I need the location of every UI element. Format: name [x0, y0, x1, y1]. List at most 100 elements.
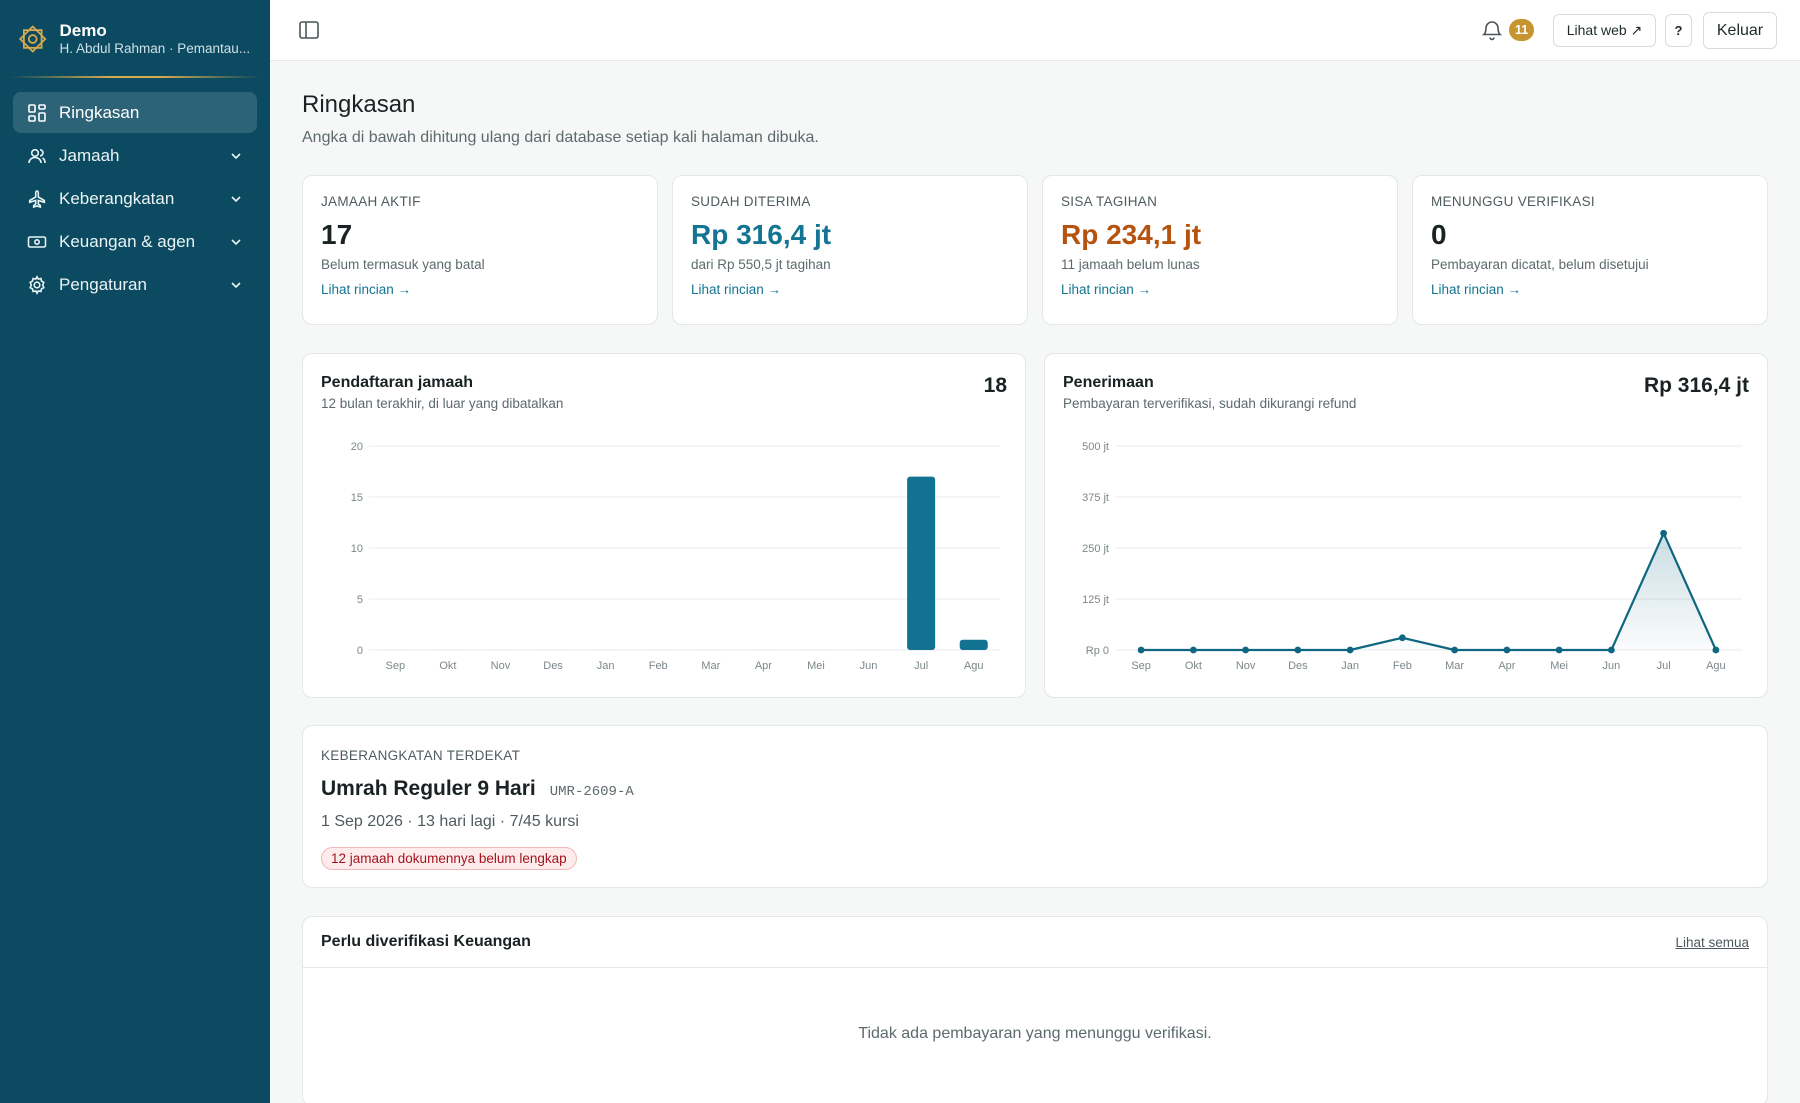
sidebar-item-keberangkatan[interactable]: Keberangkatan	[13, 178, 257, 219]
help-button[interactable]: ?	[1665, 14, 1692, 47]
x-tick-label: Agu	[1706, 660, 1726, 672]
data-point	[1660, 529, 1668, 537]
notification-badge[interactable]: 11	[1509, 19, 1535, 41]
x-tick-label: Jul	[1657, 660, 1671, 672]
view-web-button[interactable]: Lihat web ↗	[1553, 14, 1656, 47]
stat-value: Rp 234,1 jt	[1061, 219, 1202, 250]
users-icon	[28, 148, 46, 163]
chart-subtitle: 12 bulan terakhir, di luar yang dibatalk…	[321, 396, 564, 411]
brand[interactable]: Demo H. Abdul Rahman · Pemantau...	[0, 0, 270, 78]
sidebar-nav: Ringkasan Jamaah Keberangkatan Keuangan …	[0, 78, 270, 321]
x-tick-label: Jul	[914, 660, 928, 672]
y-tick-label: 15	[351, 492, 363, 504]
stat-detail-link[interactable]: Lihat rincian →	[1061, 282, 1152, 297]
sidebar: Demo H. Abdul Rahman · Pemantau... Ringk…	[0, 0, 270, 1103]
sidebar-toggle-icon[interactable]	[298, 19, 320, 41]
bar	[907, 476, 936, 650]
x-tick-label: Des	[1288, 660, 1308, 672]
sidebar-item-label: Jamaah	[59, 145, 120, 165]
series-line	[1141, 532, 1717, 652]
chart-total: Rp 316,4 jt	[1643, 374, 1749, 397]
stat-note: 11 jamaah belum lunas	[1061, 257, 1200, 272]
stat-card-menunggu-verifikasi: MENUNGGU VERIFIKASI 0 Pembayaran dicatat…	[1412, 175, 1768, 325]
x-tick-label: Mar	[701, 660, 720, 672]
x-tick-label: Okt	[1185, 660, 1202, 672]
sidebar-item-label: Ringkasan	[59, 102, 140, 122]
x-tick-label: Nov	[1236, 660, 1256, 672]
stat-card-sudah-diterima: SUDAH DITERIMA Rp 316,4 jt dari Rp 550,5…	[672, 175, 1028, 325]
data-point	[1451, 646, 1459, 654]
page-description: Angka di bawah dihitung ulang dari datab…	[302, 129, 819, 146]
x-tick-label: Mar	[1445, 660, 1464, 672]
data-point	[1189, 646, 1197, 654]
y-tick-label: 125 jt	[1082, 594, 1109, 606]
chart-subtitle: Pembayaran terverifikasi, sudah dikurang…	[1063, 396, 1357, 411]
logout-button[interactable]: Keluar	[1703, 12, 1777, 49]
stat-value: 17	[321, 219, 353, 250]
chart-title: Pendaftaran jamaah	[321, 374, 474, 391]
sidebar-item-pengaturan[interactable]: Pengaturan	[13, 264, 257, 305]
stat-detail-link[interactable]: Lihat rincian →	[1431, 282, 1522, 297]
x-tick-label: Apr	[1498, 660, 1515, 672]
page-title: Ringkasan	[302, 91, 416, 118]
stat-value: 0	[1431, 219, 1447, 250]
y-tick-label: 375 jt	[1082, 492, 1109, 504]
departure-title[interactable]: Umrah Reguler 9 Hari	[321, 777, 536, 800]
chart-card-pendaftaran: 0 5 10 15 20 Sep Okt Nov Des Jan Feb Mar Apr Mei Jun Ju…	[302, 353, 1026, 698]
stat-label: JAMAAH AKTIF	[321, 194, 421, 209]
chevron-down-icon	[231, 152, 241, 159]
x-tick-label: Sep	[386, 660, 406, 672]
receipts-area-chart: Rp 0 125 jt 250 jt 375 jt 500 jt Sep Okt Nov Des…	[1082, 441, 1742, 672]
bar	[591, 649, 620, 651]
y-tick-label: 5	[357, 594, 363, 606]
nearest-departure-card[interactable]: KEBERANGKATAN TERDEKAT Umrah Reguler 9 H…	[302, 725, 1768, 888]
empty-state-message: Tidak ada pembayaran yang menunggu verif…	[858, 1025, 1212, 1042]
chevron-down-icon	[231, 238, 241, 245]
departure-meta: 1 Sep 2026 · 13 hari lagi · 7/45 kursi	[321, 813, 579, 830]
x-tick-label: Nov	[491, 660, 511, 672]
stat-note: dari Rp 550,5 jt tagihan	[691, 257, 831, 272]
bar	[486, 649, 515, 651]
chart-title: Penerimaan	[1063, 374, 1154, 391]
sidebar-item-ringkasan[interactable]: Ringkasan	[13, 92, 257, 133]
grid-icon	[28, 103, 46, 122]
sidebar-item-label: Pengaturan	[59, 274, 147, 294]
stat-detail-link[interactable]: Lihat rincian →	[321, 282, 412, 297]
data-point	[1712, 646, 1720, 654]
stat-label: SUDAH DITERIMA	[691, 194, 811, 209]
x-tick-label: Mei	[1550, 660, 1568, 672]
y-tick-label: 20	[351, 441, 363, 453]
departure-code: UMR-2609-A	[549, 784, 634, 800]
see-all-link[interactable]: Lihat semua	[1675, 934, 1749, 950]
data-point	[1607, 646, 1615, 654]
x-tick-label: Jan	[597, 660, 615, 672]
x-tick-label: Des	[543, 660, 563, 672]
x-tick-label: Sep	[1131, 660, 1151, 672]
main-content: Ringkasan Angka di bawah dihitung ulang …	[302, 61, 1768, 1103]
chevron-down-icon	[231, 281, 241, 288]
sidebar-item-keuangan[interactable]: Keuangan & agen	[13, 221, 257, 262]
stat-label: SISA TAGIHAN	[1061, 194, 1158, 209]
brand-title: Demo	[59, 20, 107, 40]
x-tick-label: Okt	[439, 660, 456, 672]
departure-label: KEBERANGKATAN TERDEKAT	[321, 748, 521, 763]
bar	[644, 649, 673, 651]
sidebar-item-label: Keberangkatan	[59, 188, 175, 208]
sidebar-item-jamaah[interactable]: Jamaah	[13, 135, 257, 176]
bar	[381, 649, 410, 651]
incomplete-documents-badge[interactable]: 12 jamaah dokumennya belum lengkap	[321, 847, 577, 870]
bar	[749, 649, 778, 651]
bell-icon[interactable]	[1480, 18, 1504, 42]
banknote-icon	[27, 235, 47, 248]
x-tick-label: Feb	[1393, 660, 1412, 672]
brand-divider	[10, 76, 260, 78]
series-area	[1141, 533, 1716, 650]
verification-title: Perlu diverifikasi Keuangan	[321, 933, 531, 950]
stat-note: Belum termasuk yang batal	[321, 257, 485, 272]
stat-value: Rp 316,4 jt	[691, 219, 832, 250]
bar	[959, 639, 988, 650]
bar	[539, 649, 568, 651]
chevron-down-icon	[231, 195, 241, 202]
stat-detail-link[interactable]: Lihat rincian →	[691, 282, 782, 297]
y-tick-label: 10	[351, 543, 363, 555]
